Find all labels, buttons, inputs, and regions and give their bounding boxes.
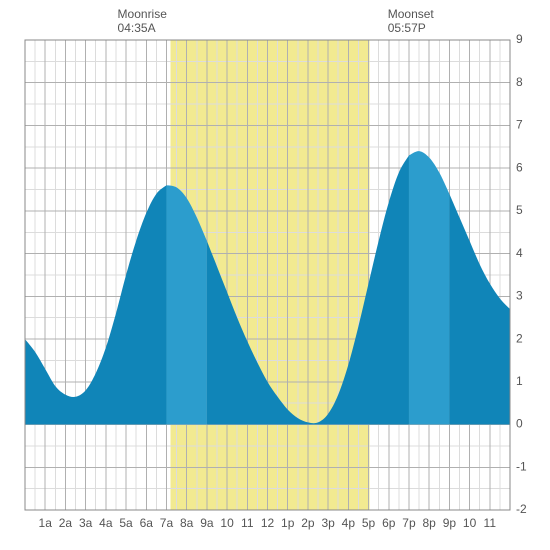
moonrise-title: Moonrise xyxy=(118,7,167,21)
y-tick-label: 4 xyxy=(516,246,523,260)
x-tick-label: 4a xyxy=(99,516,113,530)
moonrise-label: Moonrise04:35A xyxy=(118,7,167,35)
x-tick-label: 5a xyxy=(119,516,133,530)
x-tick-label: 5p xyxy=(362,516,376,530)
x-tick-label: 12 xyxy=(261,516,275,530)
y-tick-label: 0 xyxy=(516,417,523,431)
x-tick-label: 7a xyxy=(160,516,174,530)
y-tick-label: 3 xyxy=(516,289,523,303)
y-tick-label: 2 xyxy=(516,331,523,345)
x-tick-label: 2p xyxy=(301,516,315,530)
x-tick-label: 6a xyxy=(140,516,154,530)
tide-chart: -2-101234567891a2a3a4a5a6a7a8a9a1011121p… xyxy=(0,0,550,550)
x-tick-label: 3p xyxy=(321,516,335,530)
y-tick-label: 5 xyxy=(516,203,523,217)
x-tick-label: 11 xyxy=(484,516,497,530)
x-tick-label: 4p xyxy=(342,516,356,530)
moonrise-time: 04:35A xyxy=(118,21,167,35)
moonset-title: Moonset xyxy=(388,7,434,21)
y-tick-label: 8 xyxy=(516,75,523,89)
x-tick-label: 9a xyxy=(200,516,214,530)
x-tick-label: 2a xyxy=(59,516,73,530)
moonset-time: 05:57P xyxy=(388,21,434,35)
x-tick-label: 8p xyxy=(422,516,436,530)
tide-section-3 xyxy=(409,151,449,424)
y-tick-label: 1 xyxy=(516,374,523,388)
x-tick-label: 8a xyxy=(180,516,194,530)
y-tick-label: -1 xyxy=(516,459,527,473)
x-tick-label: 10 xyxy=(220,516,234,530)
x-tick-label: 6p xyxy=(382,516,396,530)
moonset-label: Moonset05:57P xyxy=(388,7,434,35)
x-tick-label: 7p xyxy=(402,516,416,530)
y-tick-label: 7 xyxy=(516,118,523,132)
y-tick-label: -2 xyxy=(516,502,527,516)
x-tick-label: 1p xyxy=(281,516,295,530)
x-tick-label: 11 xyxy=(241,516,254,530)
chart-canvas: -2-101234567891a2a3a4a5a6a7a8a9a1011121p… xyxy=(0,0,550,550)
x-tick-label: 10 xyxy=(463,516,477,530)
y-tick-label: 9 xyxy=(516,32,523,46)
x-tick-label: 1a xyxy=(39,516,53,530)
x-tick-label: 3a xyxy=(79,516,93,530)
x-tick-label: 9p xyxy=(443,516,457,530)
y-tick-label: 6 xyxy=(516,160,523,174)
